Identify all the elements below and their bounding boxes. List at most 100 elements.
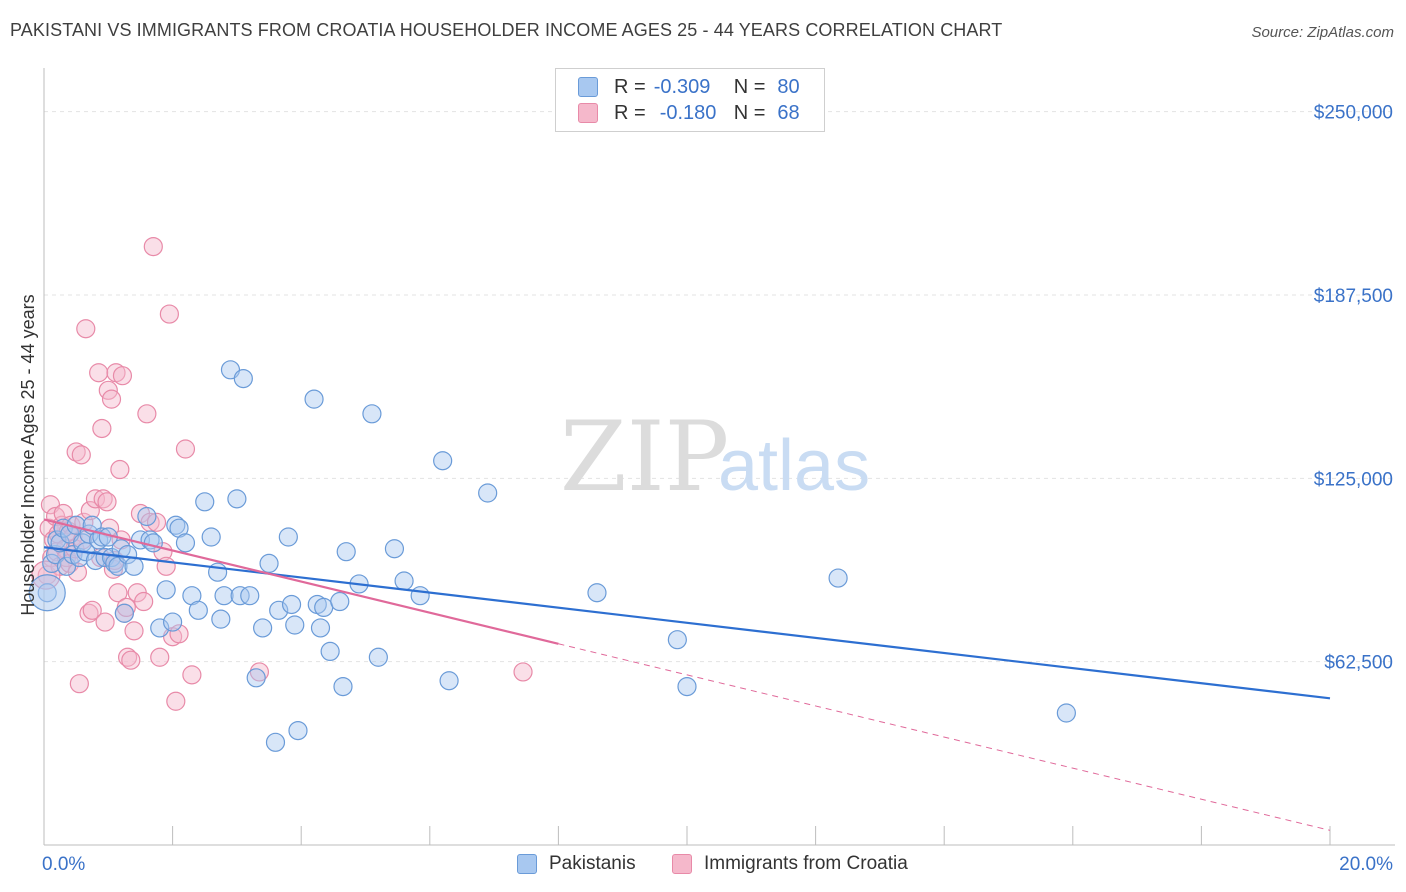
legend-r-value: -0.180: [659, 101, 717, 124]
x-tick-label: 20.0%: [1339, 854, 1393, 875]
data-point: [67, 562, 88, 582]
data-point: [285, 615, 305, 635]
data-point: [384, 539, 405, 559]
data-point: [265, 732, 286, 752]
data-point: [163, 612, 183, 632]
data-point: [182, 665, 202, 685]
data-point: [828, 568, 848, 588]
data-point: [124, 621, 144, 641]
data-point: [201, 527, 221, 547]
chart-title: PAKISTANI VS IMMIGRANTS FROM CROATIA HOU…: [10, 20, 1003, 40]
data-point: [227, 489, 247, 509]
data-point: [320, 641, 340, 662]
legend-row-pakistanis: R = -0.309 N = 80: [578, 75, 800, 99]
data-point: [667, 630, 687, 650]
data-point: [1056, 703, 1076, 723]
data-point: [166, 691, 186, 711]
legend-n-label: N =: [733, 75, 766, 98]
data-point: [175, 439, 196, 459]
data-point: [137, 506, 157, 527]
series-immigrants-from-croatia-points: [31, 237, 533, 711]
watermark: ZIP atlas: [560, 401, 870, 513]
legend-n-value: 80: [777, 75, 800, 98]
data-point: [143, 533, 163, 553]
data-point: [233, 369, 253, 389]
data-point: [333, 676, 353, 697]
data-point: [281, 594, 302, 615]
legend-correlation: R = -0.309 N = 80 R = -0.180 N = 68: [555, 68, 825, 132]
data-point: [117, 647, 138, 667]
data-point: [85, 489, 106, 509]
data-point: [288, 720, 308, 741]
watermark-zip: ZIP: [560, 401, 729, 513]
data-point: [214, 586, 234, 606]
data-point: [137, 404, 157, 424]
data-point: [253, 618, 273, 638]
data-point: [362, 404, 382, 424]
data-point: [71, 445, 91, 465]
legend-n-value: 68: [777, 101, 800, 124]
axes: [43, 68, 1395, 846]
y-tick-labels: $62,500 $125,000 $187,500 $250,000: [1314, 103, 1393, 674]
trend-line-croatia-extension: [558, 643, 1331, 831]
data-point: [110, 459, 130, 480]
data-point: [230, 586, 250, 606]
legend-item-pakistanis[interactable]: Pakistanis: [517, 851, 636, 877]
y-tick-label: $62,500: [1324, 653, 1393, 674]
data-point: [69, 674, 89, 694]
data-point: [134, 591, 154, 612]
data-point: [114, 603, 134, 623]
legend-r-label: R =: [614, 75, 646, 98]
data-point: [304, 389, 324, 409]
y-tick-label: $250,000: [1314, 103, 1393, 124]
legend-r-label: R =: [614, 101, 646, 124]
legend-item-croatia[interactable]: Immigrants from Croatia: [672, 851, 908, 877]
y-axis-label: Householder Income Ages 25 - 44 years: [18, 294, 38, 615]
data-point: [82, 600, 102, 620]
data-point: [117, 544, 138, 565]
watermark-atlas: atlas: [718, 426, 870, 506]
data-point: [310, 618, 331, 638]
data-point: [89, 363, 109, 383]
data-point: [121, 650, 141, 670]
legend-label-croatia: Immigrants from Croatia: [704, 853, 908, 874]
data-point: [53, 503, 73, 524]
legend-swatch-pink: [578, 103, 598, 123]
data-point: [278, 527, 298, 547]
legend-n-label: N =: [733, 101, 766, 124]
data-point: [76, 319, 96, 339]
data-point: [249, 662, 270, 682]
y-tick-label: $125,000: [1314, 469, 1393, 490]
x-tick-labels: 0.0% 20.0%: [42, 854, 1393, 875]
data-point: [188, 600, 208, 620]
data-point: [80, 501, 100, 521]
trend-lines: [43, 518, 1331, 831]
legend-swatch-pink: [672, 854, 692, 874]
legend-label-pakistanis: Pakistanis: [549, 853, 636, 874]
data-point: [169, 624, 189, 644]
data-point: [156, 580, 176, 600]
data-point: [146, 512, 167, 532]
data-point: [79, 603, 99, 623]
data-point: [166, 515, 186, 535]
data-point: [587, 583, 607, 603]
data-point: [330, 591, 350, 612]
chart-source: Source: ZipAtlas.com: [1251, 24, 1394, 41]
data-point: [336, 542, 356, 562]
data-point: [108, 583, 128, 603]
data-point: [394, 571, 414, 591]
y-tick-label: $187,500: [1314, 286, 1393, 307]
data-point: [259, 553, 279, 574]
legend-row-croatia: R = -0.180 N = 68: [578, 101, 800, 125]
data-point: [112, 366, 133, 386]
data-point: [368, 647, 388, 667]
data-point: [95, 612, 115, 632]
trend-line-croatia: [43, 518, 559, 645]
data-point: [677, 676, 697, 697]
data-point: [439, 671, 459, 691]
legend-swatch-blue: [578, 77, 598, 97]
data-point: [28, 574, 66, 612]
data-point: [410, 586, 430, 606]
data-point: [195, 492, 215, 512]
